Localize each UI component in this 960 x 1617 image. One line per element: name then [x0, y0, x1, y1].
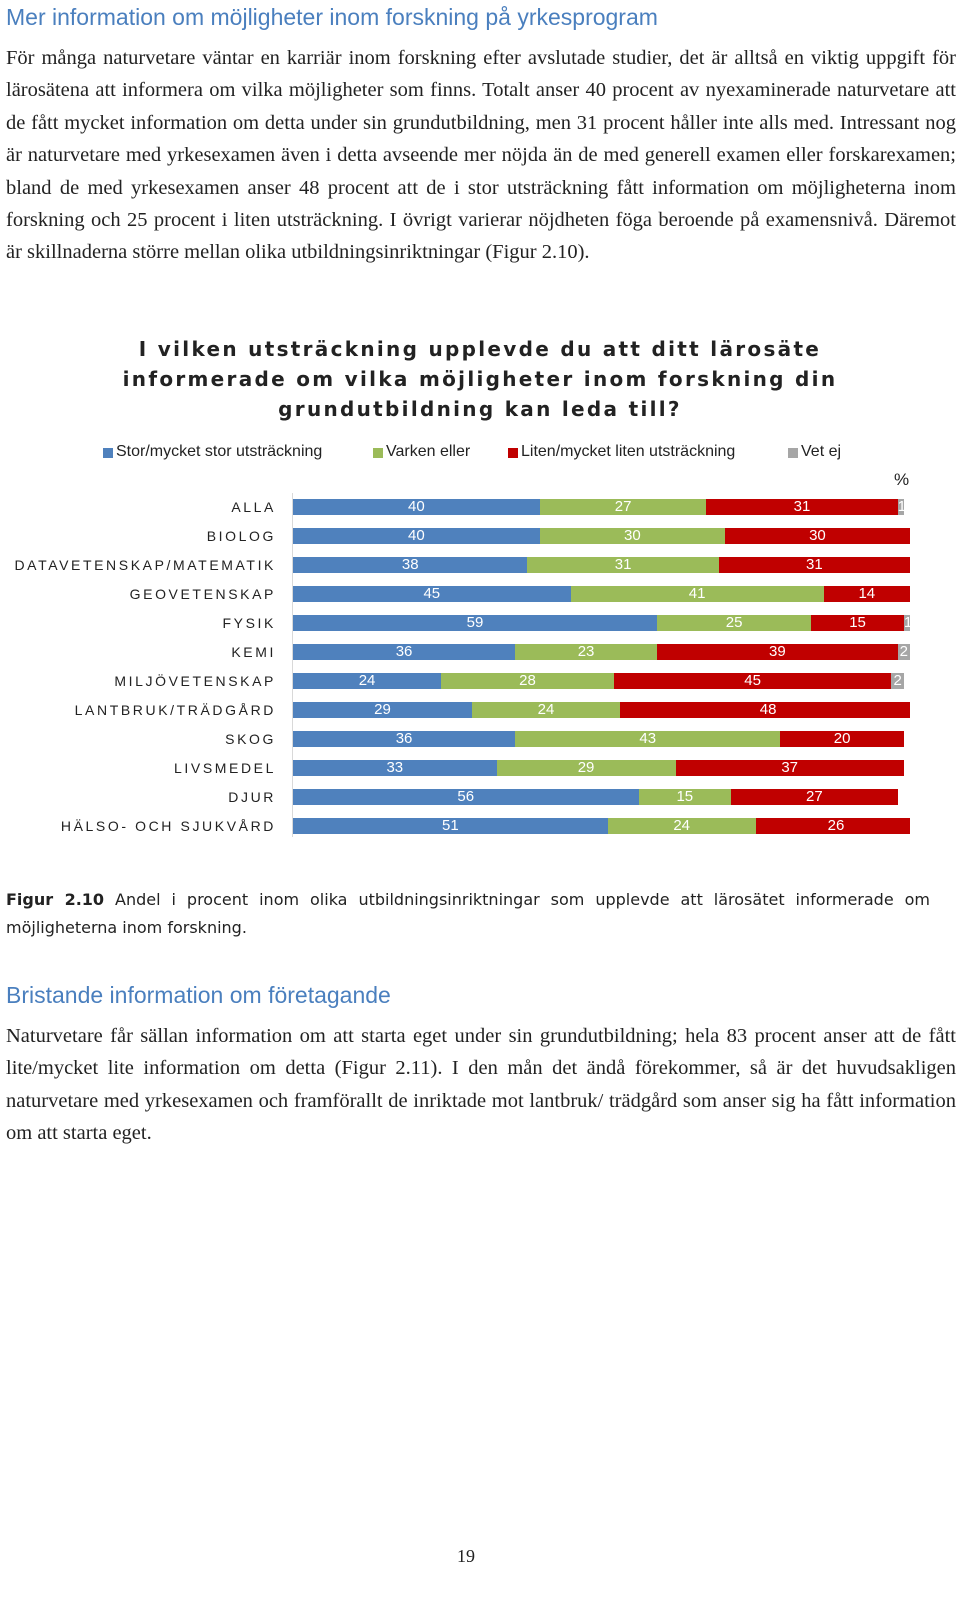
- bar-segment: 36: [293, 731, 516, 747]
- bar-segment: 24: [471, 702, 620, 718]
- bar-segment: 1: [903, 615, 910, 631]
- bar-segment: 28: [441, 673, 614, 689]
- bar-row: 59 25 15 1: [293, 615, 910, 631]
- bar-row: 36 23 39 2: [293, 644, 910, 660]
- bar-segment: 45: [613, 673, 892, 689]
- category-label: LIVSMEDEL: [174, 760, 276, 776]
- page-number: 19: [457, 1546, 475, 1566]
- bar-row: 33 29 37 0: [293, 760, 910, 776]
- bar-segment: 2: [897, 644, 910, 660]
- figure-caption-text: Andel i procent inom olika utbildningsin…: [6, 890, 930, 937]
- category-axis-line: [292, 493, 293, 837]
- bar-segment: 45: [293, 586, 571, 602]
- section-heading-entrepreneurship: Bristande information om företagande: [6, 982, 391, 1008]
- category-label: HÄLSO- OCH SJUKVÅRD: [60, 818, 276, 834]
- bar-segment: 15: [811, 615, 904, 631]
- bar-segment: 0: [905, 731, 910, 747]
- bar-segment: 48: [620, 702, 910, 718]
- bar-segment: 40: [293, 499, 540, 515]
- bar-segment: 59: [293, 615, 658, 631]
- bar-row: 40 27 31 1: [293, 499, 910, 515]
- legend-label: Vet ej: [801, 443, 842, 460]
- bar-row: 3831310: [293, 557, 910, 573]
- bar-segment: 2: [891, 673, 904, 689]
- bar-row: 36 43 20 0: [293, 731, 910, 747]
- bar-segment: 40: [293, 528, 540, 544]
- figure-caption-label: Figur 2.10: [6, 890, 105, 909]
- unit-label: %: [894, 470, 910, 489]
- category-label: DJUR: [228, 789, 276, 805]
- bar-segment: 24: [607, 818, 756, 834]
- bar-segment: 0: [899, 789, 908, 805]
- bar-segment: 41: [570, 586, 824, 602]
- bar-segment: 29: [293, 702, 472, 718]
- bar-segment: 30: [724, 528, 910, 544]
- legend-swatch: [788, 448, 798, 458]
- bar-segment: 37: [675, 760, 904, 776]
- category-label: DATAVETENSKAP/MATEMATIK: [14, 557, 276, 573]
- bar-segment: 23: [515, 644, 658, 660]
- bar-segment: 25: [657, 615, 812, 631]
- category-label: ALLA: [231, 499, 276, 515]
- bar-segment: 30: [539, 528, 725, 544]
- bar-segment: 29: [496, 760, 676, 776]
- bar-segment: 36: [293, 644, 516, 660]
- bar-segment: 1: [897, 499, 904, 515]
- legend-swatch: [508, 448, 518, 458]
- bar-segment: 31: [527, 557, 719, 573]
- bar-row: 4541140: [293, 586, 910, 602]
- bar-segment: 56: [293, 789, 639, 805]
- category-label: SKOG: [225, 731, 276, 747]
- bar-segment: 38: [293, 557, 528, 573]
- bar-row: 2924480: [293, 702, 910, 718]
- bar-segment: 43: [515, 731, 781, 747]
- bar-segment: 27: [731, 789, 898, 805]
- bar-row: 24 28 45 2: [293, 673, 910, 689]
- legend-label: Stor/mycket stor utsträckning: [116, 443, 323, 460]
- research-paragraph: För många naturvetare väntar en karriär …: [6, 47, 956, 264]
- category-label: KEMI: [231, 644, 276, 660]
- legend-swatch: [373, 448, 383, 458]
- chart-title: I vilken utsträckning upplevde du att di…: [122, 337, 838, 421]
- category-label: BIOLOG: [206, 528, 276, 544]
- bar-row: 4030301: [293, 528, 910, 544]
- bar-segment: 24: [293, 673, 442, 689]
- category-label: MILJÖVETENSKAP: [114, 673, 276, 689]
- figure-caption: Figur 2.10 Andel i procent inom olika ut…: [6, 886, 930, 942]
- bar-segment: 27: [539, 499, 707, 515]
- bar-segment: 39: [657, 644, 898, 660]
- bar-segment: 26: [755, 818, 910, 834]
- bar-segment: 0: [905, 760, 910, 776]
- bar-segment: 31: [706, 499, 898, 515]
- legend-label: Liten/mycket liten utsträckning: [521, 443, 736, 460]
- bar-segment: 14: [823, 586, 910, 602]
- bar-row: 5124260: [293, 818, 910, 834]
- category-label: LANTBRUK/TRÄDGÅRD: [74, 702, 276, 718]
- bar-row: 56 15 27 0: [293, 789, 910, 805]
- entrepreneurship-paragraph: Naturvetare får sällan information om at…: [6, 1025, 956, 1145]
- category-label: GEOVETENSKAP: [129, 586, 276, 602]
- bar-segment: 51: [293, 818, 608, 834]
- bar-segment: 31: [718, 557, 910, 573]
- section-heading-research: Mer information om möjligheter inom fors…: [6, 4, 658, 30]
- category-label: FYSIK: [222, 615, 276, 631]
- legend-swatch: [103, 448, 113, 458]
- bar-segment: 15: [638, 789, 732, 805]
- bar-segment: 33: [293, 760, 497, 776]
- legend-label: Varken eller: [386, 443, 471, 460]
- bar-segment: 20: [780, 731, 904, 747]
